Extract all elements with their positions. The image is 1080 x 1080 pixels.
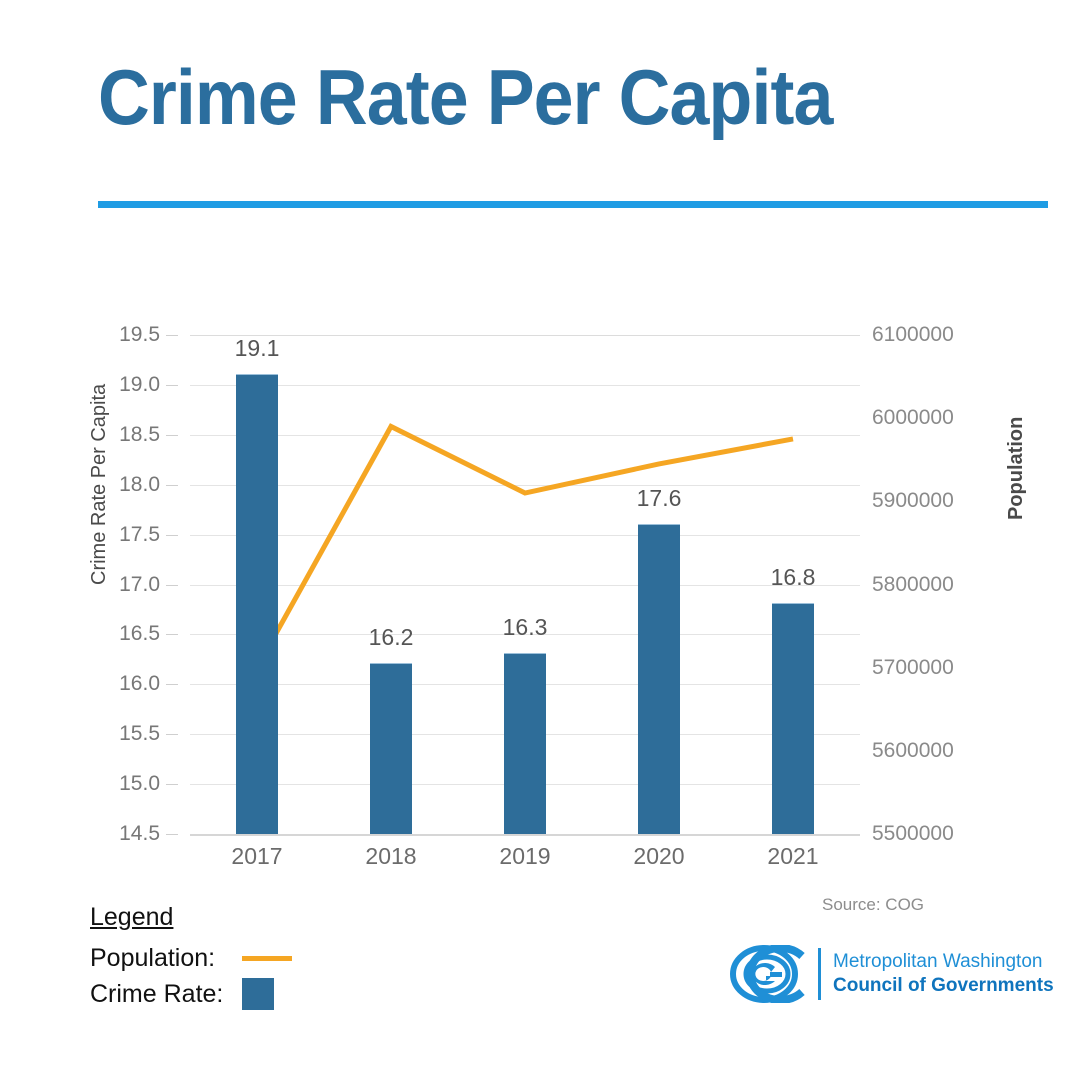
bar [504, 653, 546, 834]
left-axis-tick-label: 17.0 [119, 572, 160, 596]
gridline [190, 484, 860, 486]
left-axis-tick-mark [166, 734, 178, 736]
x-axis-tick-label: 2017 [231, 843, 283, 869]
gridline [190, 384, 860, 386]
legend-swatch-box-icon [242, 978, 274, 1010]
left-axis-tick-label: 15.0 [119, 772, 160, 796]
x-axis-tick-label: 2020 [633, 843, 685, 869]
left-axis-tick-label: 15.5 [119, 722, 160, 746]
legend-heading: Legend [90, 903, 174, 931]
right-axis-tick-label: 6100000 [872, 323, 954, 346]
left-axis-tick-mark [166, 335, 178, 336]
legend: Legend Population: Crime Rate: [90, 903, 292, 1012]
gridline [190, 634, 860, 636]
bar-value-label: 19.1 [234, 334, 280, 361]
bar-value-label: 16.8 [770, 564, 816, 591]
logo-text-line1: Metropolitan Washington [833, 951, 1043, 973]
bar [236, 373, 278, 834]
bar [638, 523, 680, 834]
bar-value-label: 16.2 [368, 624, 414, 651]
gridline [190, 335, 860, 336]
right-axis-ticks: 5500000 5600000 5700000 5800000 5900000 60000… [872, 323, 1002, 845]
left-axis-tick-mark [166, 634, 178, 636]
x-axis-category-labels: 2017 2018 2019 2020 2021 [190, 843, 860, 883]
left-axis-tick-mark [166, 684, 178, 686]
left-axis-tick-mark [166, 834, 178, 835]
gridline [190, 534, 860, 536]
right-axis-title: Population [1005, 416, 1027, 520]
right-axis-tick-label: 5900000 [872, 489, 954, 513]
right-axis-tick-label: 6000000 [872, 406, 954, 430]
population-line-series [254, 423, 794, 669]
plot-area: 19.1 16.2 16.3 17.6 16.8 [190, 334, 860, 835]
left-axis-tick-mark [166, 384, 178, 386]
left-axis-tick-mark [166, 484, 178, 486]
source-note: Source: COG [821, 895, 925, 914]
chart-container: 14.5 15.0 15.5 16.0 16.5 17.0 17.5 18.0 18.5 19.0… [0, 300, 1080, 900]
left-axis-tick-label: 18.5 [119, 422, 160, 446]
left-axis-title: Crime Rate Per Capita [88, 383, 110, 585]
page-title: Crime Rate Per Capita [98, 53, 833, 141]
left-axis-tick-mark [166, 534, 178, 536]
gridline [190, 434, 860, 436]
population-line [254, 423, 794, 669]
left-axis-tick-label: 16.0 [119, 672, 160, 696]
left-axis-tick-label: 14.5 [119, 822, 160, 845]
left-axis-tick-mark [166, 584, 178, 586]
left-axis-tick-mark [166, 784, 178, 786]
legend-label-population: Population: [90, 943, 216, 972]
right-axis-tick-label: 5600000 [872, 738, 954, 762]
x-axis-tick-label: 2021 [767, 843, 819, 869]
bar-value-label: 17.6 [636, 484, 682, 511]
left-axis-ticks: 14.5 15.0 15.5 16.0 16.5 17.0 17.5 18.0 18.5 19.0… [0, 323, 178, 845]
legend-item-population: Population: [90, 940, 292, 976]
x-axis-tick-label: 2019 [499, 843, 551, 869]
x-axis-baseline [190, 834, 860, 836]
legend-label-crime-rate: Crime Rate: [90, 979, 224, 1008]
title-underline-rule [98, 201, 1048, 208]
right-axis-tick-label: 5700000 [872, 655, 954, 679]
organization-logo: Metropolitan Washington Council of Gover… [730, 945, 1054, 1003]
left-axis-tick-label: 19.5 [119, 323, 160, 346]
left-axis-tick-label: 16.5 [119, 622, 160, 646]
bar [772, 603, 814, 834]
logo-divider [818, 948, 821, 1000]
left-axis-tick-label: 17.5 [119, 522, 160, 546]
bar-value-label: 16.3 [502, 614, 548, 641]
gridline [190, 584, 860, 586]
left-axis-tick-label: 18.0 [119, 472, 160, 496]
left-axis-tick-mark [166, 434, 178, 436]
left-axis-tick-label: 19.0 [119, 372, 160, 396]
logo-text-line2: Council of Governments [833, 975, 1054, 996]
right-axis-tick-label: 5500000 [872, 822, 954, 845]
legend-item-crime-rate: Crime Rate: [90, 976, 292, 1012]
x-axis-tick-label: 2018 [365, 843, 417, 869]
right-axis-tick-label: 5800000 [872, 572, 954, 596]
cog-circular-g-logo-icon [730, 945, 805, 1003]
bar [370, 663, 412, 834]
legend-swatch-line-icon [242, 955, 292, 961]
